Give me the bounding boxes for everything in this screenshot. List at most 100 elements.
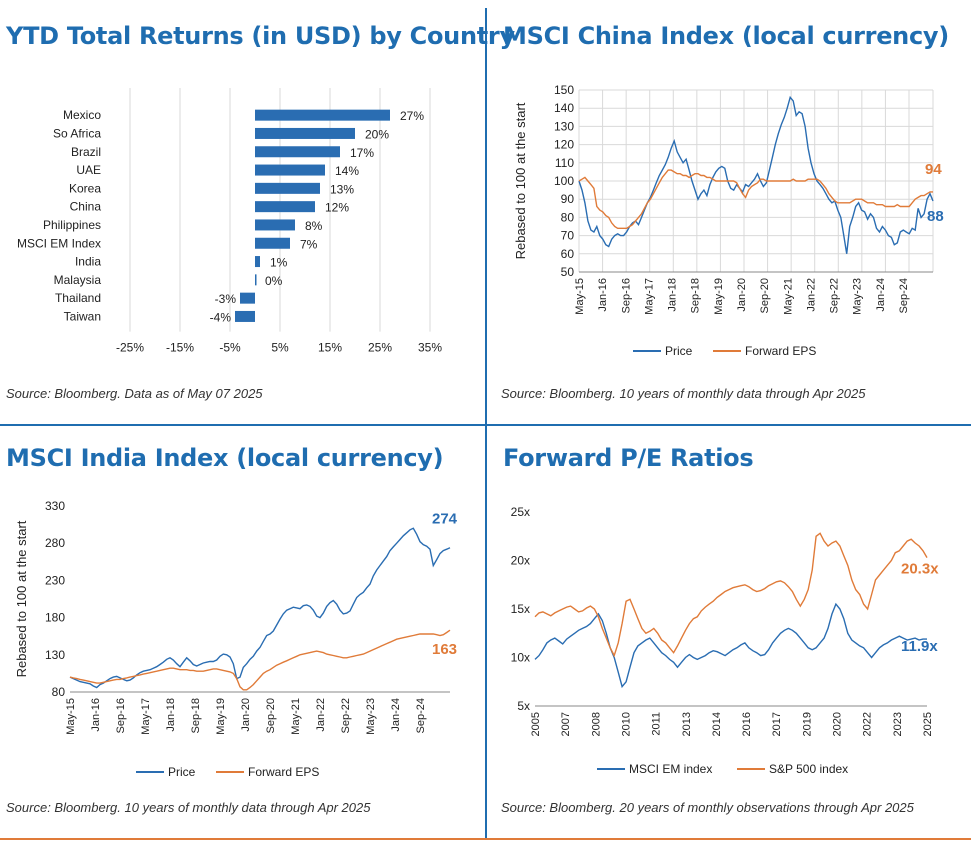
y-tick-label: 100 [554,174,574,188]
x-tick-label: May-23 [365,698,377,735]
panel-ytd-returns: YTD Total Returns (in USD) by Country -2… [0,0,515,424]
x-tick-label: 25% [368,341,392,355]
data-label: 7% [300,237,318,251]
legend-label: MSCI EM index [629,762,712,776]
y-tick-label: 80 [52,685,66,699]
x-tick-label: May-17 [643,278,655,315]
bar [255,127,355,139]
x-tick-label: Sep-24 [415,698,427,733]
data-label: 13% [330,182,354,196]
bottom-rule [0,838,971,840]
category-label: China [70,200,102,214]
y-tick-label: 15x [511,602,530,616]
source-note: Source: Bloomberg. 10 years of monthly d… [501,386,866,401]
y-tick-label: 60 [561,247,575,261]
x-tick-label: Sep-22 [829,278,841,313]
horizontal-divider [0,424,971,426]
x-tick-label: Jan-24 [875,278,887,312]
data-label: 0% [265,274,283,288]
category-label: Thailand [55,291,101,305]
x-tick-label: 2017 [771,712,783,736]
bar [255,256,260,268]
panel-india-index: MSCI India Index (local currency) 80 130 1… [0,426,485,838]
bar [240,292,255,304]
x-tick-label: 2025 [922,712,934,736]
x-tick-label: 15% [318,341,342,355]
x-tick-label: 2016 [741,712,753,736]
data-label: 8% [305,219,323,233]
end-value-label: 274 [432,511,458,528]
bar [255,164,325,176]
category-label: Mexico [63,108,101,122]
x-tick-label: 2022 [862,712,874,736]
x-tick-label: Sep-20 [265,698,277,733]
panel-forward-pe: Forward P/E Ratios 5x 10x 15x 20x 25x 2005 200… [487,426,971,838]
data-label: 20% [365,127,389,141]
x-tick-label: Jan-20 [240,698,252,732]
data-label: 12% [325,201,349,215]
x-tick-label: -5% [219,341,241,355]
panel-title: Forward P/E Ratios [503,444,754,472]
x-tick-label: Jan-20 [736,278,748,312]
category-label: India [75,255,101,269]
series-line-price [69,527,451,689]
bar [255,146,340,158]
line-chart: 5x 10x 15x 20x 25x 2005 2007 2008 2010 2011 2013 20… [511,505,940,776]
series-line-forward-eps [578,169,933,229]
data-label: -4% [210,310,232,324]
y-tick-label: 150 [554,83,574,97]
end-value-label: 20.3x [901,561,939,578]
category-label: Philippines [43,218,101,232]
data-label: -3% [215,292,237,306]
legend-label: S&P 500 index [769,762,848,776]
y-tick-label: 110 [555,156,574,170]
series-line-forward-eps [69,629,451,691]
x-tick-label: May-15 [65,698,77,735]
legend-label: Price [665,344,693,358]
x-tick-label: 35% [418,341,442,355]
x-tick-label: Sep-16 [115,698,127,733]
x-tick-label: 2005 [530,712,542,736]
line-chart: 80 130 180 230 280 330 May-15 Jan-16 Sep-16 May-1… [14,499,458,779]
source-note: Source: Bloomberg. 10 years of monthly d… [6,800,371,815]
x-tick-label: May-15 [574,278,586,315]
data-label: 17% [350,146,374,160]
category-label: MSCI EM Index [17,236,101,250]
series-line-s-p-500-index [534,532,928,658]
x-tick-label: 2011 [651,712,663,736]
bar [235,310,255,322]
y-tick-label: 70 [561,229,575,243]
bar [255,274,257,286]
x-tick-label: May-19 [215,698,227,735]
category-label: Korea [69,181,101,195]
x-tick-label: -15% [166,341,194,355]
x-tick-label: Sep-16 [620,278,632,313]
bar [255,219,295,231]
x-tick-label: 2020 [832,712,844,736]
category-label: Brazil [71,145,101,159]
x-tick-label: Jan-22 [315,698,327,732]
legend-label: Price [168,765,196,779]
category-label: So Africa [53,126,101,140]
y-tick-label: 20x [511,554,530,568]
x-tick-label: 2008 [590,712,602,736]
y-tick-label: 180 [45,611,65,625]
source-note: Source: Bloomberg. Data as of May 07 202… [6,386,263,401]
panel-title: YTD Total Returns (in USD) by Country [6,22,515,50]
x-tick-label: Sep-22 [340,698,352,733]
x-tick-label: Sep-18 [190,698,202,733]
x-tick-label: 2019 [801,712,813,736]
x-tick-label: 5% [271,341,289,355]
y-tick-label: 330 [45,499,65,513]
x-tick-label: 2010 [620,712,632,736]
panel-title: MSCI India Index (local currency) [6,444,444,472]
x-tick-label: Jan-16 [90,698,102,732]
panel-title: MSCI China Index (local currency) [503,22,949,50]
x-tick-label: Jan-22 [805,278,817,312]
end-value-label: 88 [927,208,944,225]
y-tick-label: 80 [561,210,575,224]
bar [255,109,390,121]
x-tick-label: 2013 [681,712,693,736]
category-label: Malaysia [54,273,102,287]
data-label: 27% [400,109,424,123]
